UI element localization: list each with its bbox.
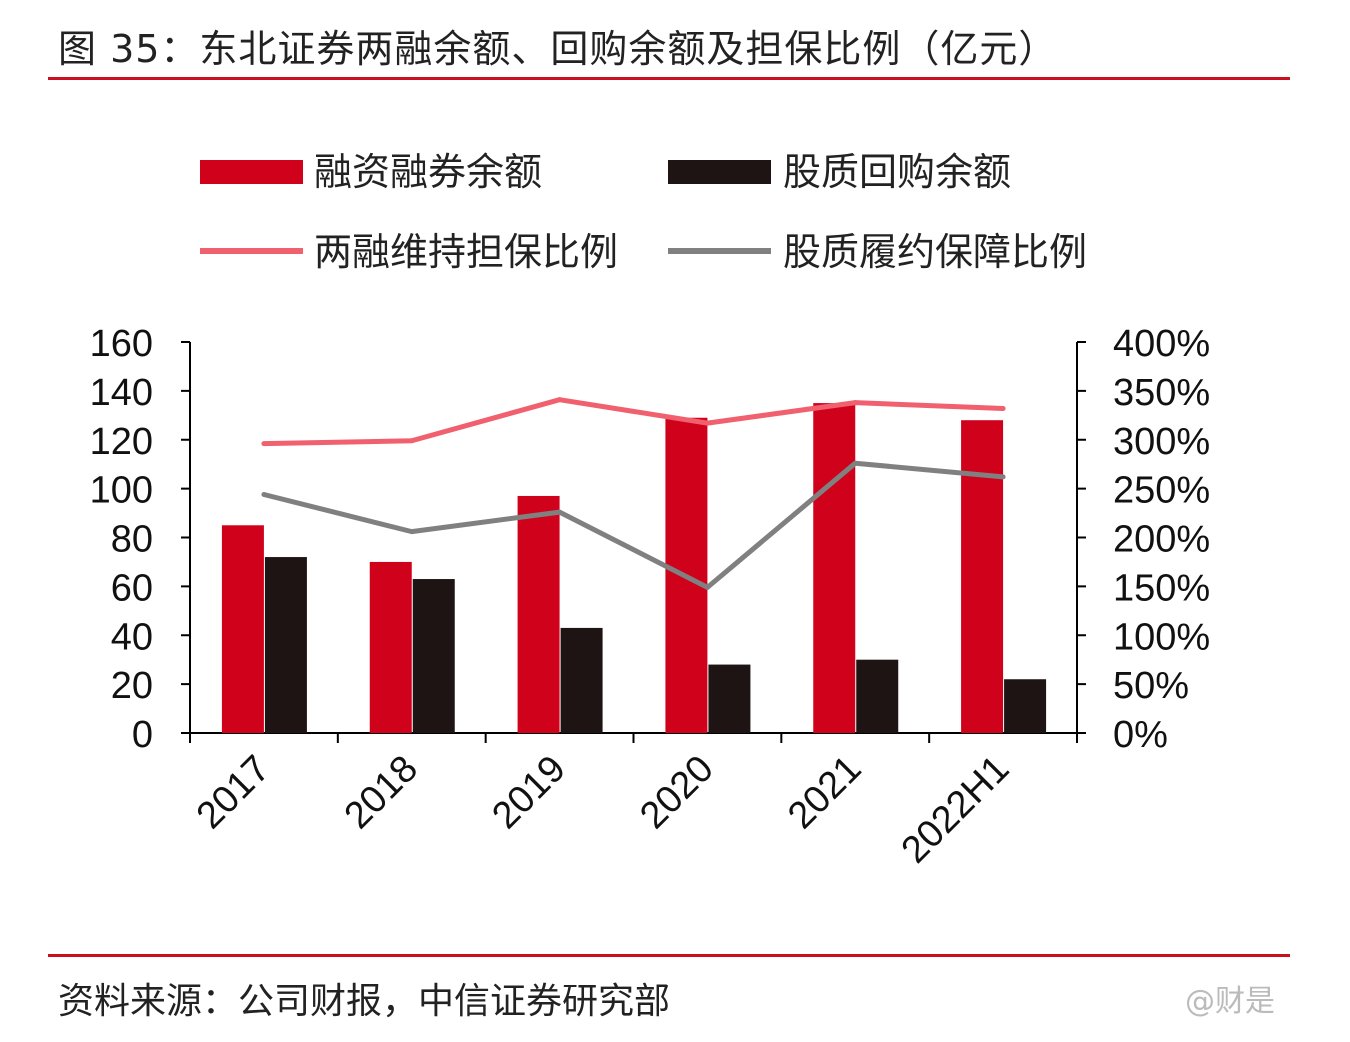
legend-label-pledge-balance: 股质回购余额 xyxy=(783,150,1011,194)
right-tick-label: 250% xyxy=(1113,470,1210,512)
bar-margin-balance xyxy=(517,495,560,733)
left-tick-label: 40 xyxy=(111,616,153,658)
bar-pledge-balance xyxy=(560,627,603,733)
watermark: @财是 xyxy=(1185,984,1275,1019)
left-tick-label: 80 xyxy=(111,519,153,561)
left-tick-label: 20 xyxy=(111,665,153,707)
left-tick-label: 140 xyxy=(90,372,153,414)
bar-margin-balance xyxy=(369,561,412,733)
line-margin-ratio-point xyxy=(852,400,858,406)
legend-label-pledge-ratio: 股质履约保障比例 xyxy=(783,230,1087,274)
line-margin-ratio-point xyxy=(409,438,415,444)
left-tick-label: 100 xyxy=(90,470,153,512)
legend-swatch-margin-balance xyxy=(200,160,303,184)
right-tick-label: 0% xyxy=(1113,714,1168,756)
x-tick-label: 2021 xyxy=(780,748,869,837)
x-tick-label: 2019 xyxy=(484,748,573,837)
line-margin-ratio-point xyxy=(557,397,563,403)
bar-pledge-balance xyxy=(264,557,307,733)
legend-label-margin-balance: 融资融券余额 xyxy=(314,150,542,194)
bar-margin-balance xyxy=(813,403,856,733)
x-tick-label: 2017 xyxy=(189,748,278,837)
left-tick-label: 60 xyxy=(111,567,153,609)
line-pledge-ratio-point xyxy=(704,584,710,590)
bar-pledge-balance xyxy=(1004,679,1047,733)
left-tick-label: 0 xyxy=(132,714,153,756)
line-margin-ratio-point xyxy=(1000,405,1006,411)
x-tick-label: 2018 xyxy=(337,748,426,837)
bar-pledge-balance xyxy=(856,659,899,733)
right-tick-label: 100% xyxy=(1113,616,1210,658)
line-pledge-ratio-point xyxy=(1000,474,1006,480)
right-tick-label: 300% xyxy=(1113,421,1210,463)
line-margin-ratio-point xyxy=(704,420,710,426)
bottom-rule xyxy=(48,954,1290,957)
line-pledge-ratio-point xyxy=(557,509,563,515)
right-tick-label: 350% xyxy=(1113,372,1210,414)
legend-label-margin-ratio: 两融维持担保比例 xyxy=(314,230,618,274)
source-note: 资料来源：公司财报，中信证券研究部 xyxy=(58,981,671,1022)
right-tick-label: 150% xyxy=(1113,567,1210,609)
x-tick-label: 2022H1 xyxy=(894,748,1018,872)
right-tick-label: 400% xyxy=(1113,323,1210,365)
x-tick-label: 2020 xyxy=(632,748,721,837)
top-rule xyxy=(48,77,1290,80)
bar-margin-balance xyxy=(221,525,264,733)
line-pledge-ratio-point xyxy=(409,529,415,535)
line-margin-ratio-point xyxy=(261,441,267,447)
legend-swatch-pledge-balance xyxy=(668,160,771,184)
line-pledge-ratio xyxy=(263,460,1004,590)
legend: 融资融券余额 股质回购余额 两融维持担保比例 股质履约保障比例 xyxy=(200,150,1087,274)
right-tick-label: 50% xyxy=(1113,665,1189,707)
chart-title: 图 35：东北证券两融余额、回购余额及担保比例（亿元） xyxy=(58,27,1058,71)
bar-margin-balance xyxy=(961,420,1004,733)
left-tick-label: 160 xyxy=(90,323,153,365)
line-pledge-ratio-point xyxy=(261,491,267,497)
left-tick-label: 120 xyxy=(90,421,153,463)
line-pledge-ratio-point xyxy=(852,460,858,466)
line-margin-ratio xyxy=(263,397,1004,447)
bar-pledge-balance xyxy=(708,664,751,733)
bar-pledge-balance xyxy=(412,579,455,733)
right-tick-label: 200% xyxy=(1113,519,1210,561)
